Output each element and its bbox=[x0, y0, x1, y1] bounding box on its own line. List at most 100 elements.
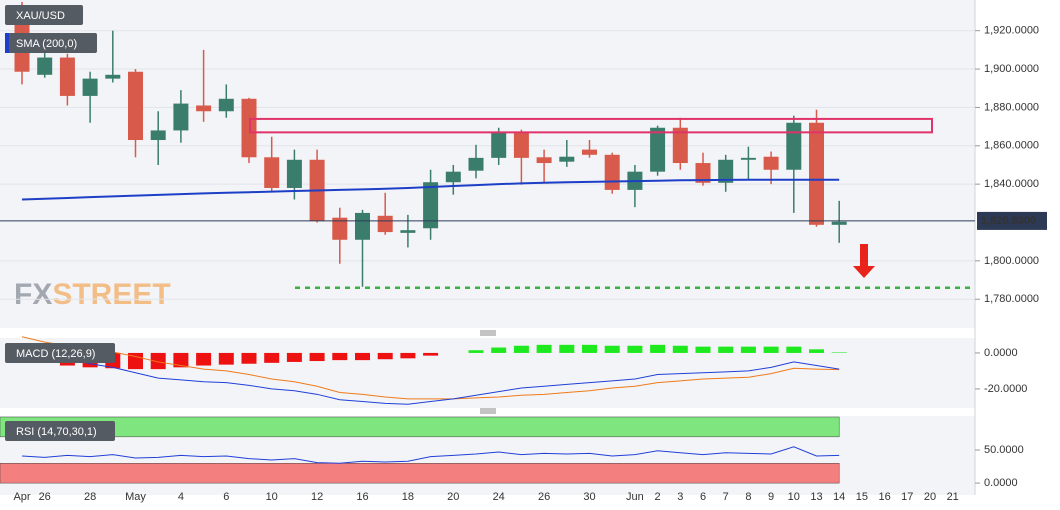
macd-histogram-bar bbox=[604, 345, 620, 353]
sma-box bbox=[5, 33, 97, 53]
rsi-line bbox=[21, 446, 840, 464]
y-tick-label: 50.0000 bbox=[984, 444, 1024, 456]
macd-histogram-bar bbox=[672, 345, 688, 353]
rsi-box bbox=[5, 421, 115, 441]
candle-body bbox=[82, 78, 98, 96]
macd-histogram-bar bbox=[786, 346, 802, 353]
macd-box bbox=[5, 343, 115, 363]
x-tick-label: 21 bbox=[947, 491, 959, 503]
macd-histogram-bar bbox=[468, 350, 484, 353]
macd-histogram-bar bbox=[196, 352, 212, 366]
x-tick-label: 8 bbox=[745, 491, 751, 503]
candle-body bbox=[809, 122, 824, 225]
macd-histogram-bar bbox=[218, 352, 234, 365]
candle-body bbox=[196, 105, 212, 112]
macd-histogram-bar bbox=[332, 352, 348, 361]
last-price-label: 1,820.8300 bbox=[981, 215, 1036, 227]
macd-histogram-bar bbox=[627, 345, 643, 353]
macd-line bbox=[21, 343, 840, 405]
x-tick-label: 26 bbox=[39, 491, 51, 503]
symbol-label: XAU/USD bbox=[16, 10, 65, 22]
candle-body bbox=[59, 57, 75, 96]
y-tick-label: 0.0000 bbox=[984, 477, 1018, 489]
macd-histogram-bar bbox=[423, 352, 439, 356]
candle-body bbox=[491, 132, 507, 158]
candle-body bbox=[763, 156, 779, 170]
candle-body bbox=[604, 154, 620, 190]
y-tick-label: 1,800.0000 bbox=[984, 255, 1039, 267]
sma-swatch bbox=[5, 33, 9, 53]
candle-body bbox=[672, 127, 688, 164]
x-tick-label: 9 bbox=[768, 491, 774, 503]
candle-body bbox=[786, 122, 802, 170]
candle-body bbox=[536, 157, 552, 164]
macd-histogram-bar bbox=[695, 346, 711, 353]
x-tick-label: 4 bbox=[178, 491, 184, 503]
y-tick-label: 1,860.0000 bbox=[984, 140, 1039, 152]
y-tick-label: 0.0000 bbox=[984, 347, 1018, 359]
macd-histogram-bar bbox=[309, 352, 325, 362]
macd-histogram-bar bbox=[718, 346, 734, 353]
macd-histogram-bar bbox=[831, 352, 847, 353]
candle-body bbox=[740, 157, 756, 160]
candle-body bbox=[377, 215, 393, 233]
x-tick-label: 14 bbox=[833, 491, 845, 503]
candle-body bbox=[695, 163, 711, 183]
panel-handle bbox=[480, 330, 496, 414]
macd-histogram-bar bbox=[264, 352, 280, 363]
macd-histogram-bar bbox=[355, 352, 370, 361]
x-tick-label: 15 bbox=[856, 491, 868, 503]
y-tick-label: 1,780.0000 bbox=[984, 293, 1039, 305]
x-tick-label: 12 bbox=[311, 491, 323, 503]
candle-body bbox=[332, 217, 348, 240]
macd-histogram-bar bbox=[286, 352, 302, 362]
macd-histogram-bar bbox=[809, 349, 824, 353]
candle-body bbox=[37, 57, 53, 75]
x-tick-label: 3 bbox=[677, 491, 683, 503]
macd-histogram-bar bbox=[513, 345, 529, 353]
y-tick-label: 1,840.0000 bbox=[984, 178, 1039, 190]
resistance-zone bbox=[249, 117, 933, 134]
macd-histogram-bar bbox=[377, 352, 393, 360]
candle-body bbox=[128, 71, 143, 141]
symbol-box bbox=[5, 5, 83, 25]
watermark-street: STREET bbox=[52, 278, 170, 311]
macd-histogram-bar bbox=[559, 344, 575, 353]
macd-histogram-bar bbox=[491, 347, 507, 353]
candle-body bbox=[400, 230, 416, 233]
signal-line bbox=[21, 336, 840, 400]
candle-body bbox=[150, 130, 166, 141]
macd-histogram-bar bbox=[740, 346, 756, 353]
candle-body bbox=[513, 132, 529, 158]
x-tick-label: Jun bbox=[626, 491, 644, 503]
x-tick-label: 7 bbox=[723, 491, 729, 503]
candle-body bbox=[286, 159, 302, 188]
x-tick-label: 16 bbox=[356, 491, 368, 503]
upper-band bbox=[0, 416, 840, 438]
macd-histogram-bar bbox=[173, 352, 189, 368]
candle-body bbox=[355, 212, 370, 240]
candle-body bbox=[650, 127, 666, 172]
y-tick-label: -20.0000 bbox=[984, 383, 1027, 395]
x-tick-label: 13 bbox=[810, 491, 822, 503]
watermark: FXSTREET bbox=[14, 278, 171, 311]
macd-histogram-bar bbox=[763, 346, 779, 353]
x-tick-label: 20 bbox=[447, 491, 459, 503]
lower-band bbox=[0, 463, 840, 484]
candle-body bbox=[173, 103, 189, 131]
rsi-label: RSI (14,70,30,1) bbox=[16, 426, 97, 438]
y-tick-label: 1,920.0000 bbox=[984, 25, 1039, 37]
x-tick-label: 6 bbox=[223, 491, 229, 503]
macd-histogram-bar bbox=[536, 344, 552, 353]
y-tick-label: 1,900.0000 bbox=[984, 63, 1039, 75]
x-tick-label: 20 bbox=[924, 491, 936, 503]
x-tick-label: 24 bbox=[493, 491, 505, 503]
macd-histogram-bar bbox=[582, 344, 597, 353]
candle-body bbox=[218, 98, 234, 112]
x-tick-label: Apr bbox=[13, 491, 30, 503]
x-tick-label: 30 bbox=[583, 491, 595, 503]
x-tick-label: 28 bbox=[84, 491, 96, 503]
sma-label: SMA (200,0) bbox=[16, 38, 77, 50]
macd-histogram-bar bbox=[650, 344, 666, 353]
